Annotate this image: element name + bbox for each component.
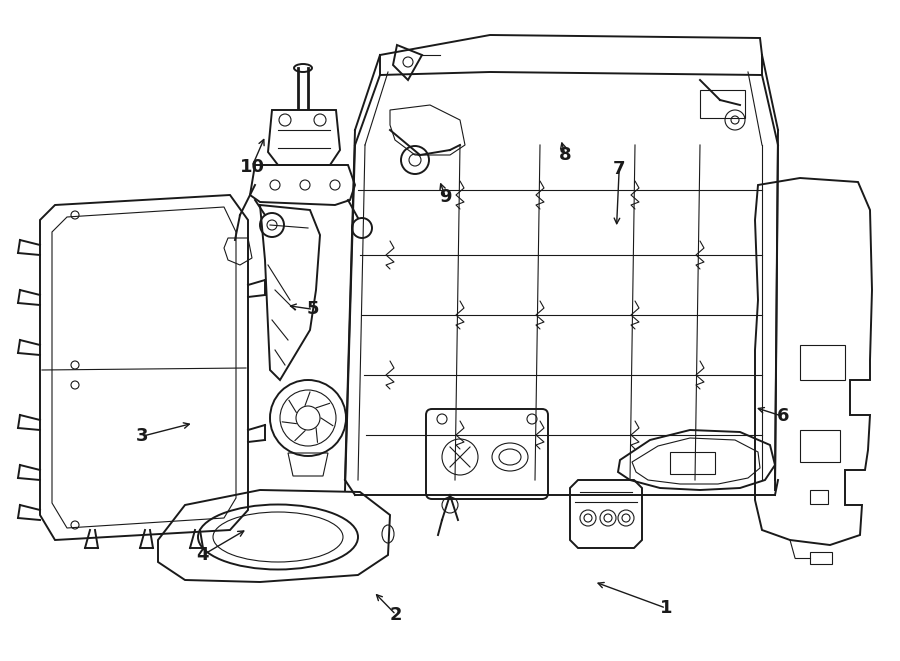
Text: 3: 3 — [136, 427, 149, 446]
Bar — [670, 452, 715, 474]
Bar — [800, 430, 840, 462]
Text: 4: 4 — [196, 546, 209, 564]
Text: 6: 6 — [777, 407, 789, 426]
Text: 5: 5 — [307, 300, 320, 319]
Bar — [810, 490, 828, 504]
Bar — [700, 90, 745, 118]
Text: 1: 1 — [660, 599, 672, 617]
Text: 8: 8 — [559, 146, 572, 165]
Text: 7: 7 — [613, 159, 626, 178]
Bar — [810, 552, 832, 564]
Text: 9: 9 — [439, 188, 452, 206]
Text: 10: 10 — [239, 157, 265, 176]
Text: 2: 2 — [390, 605, 402, 624]
Bar — [800, 345, 845, 380]
